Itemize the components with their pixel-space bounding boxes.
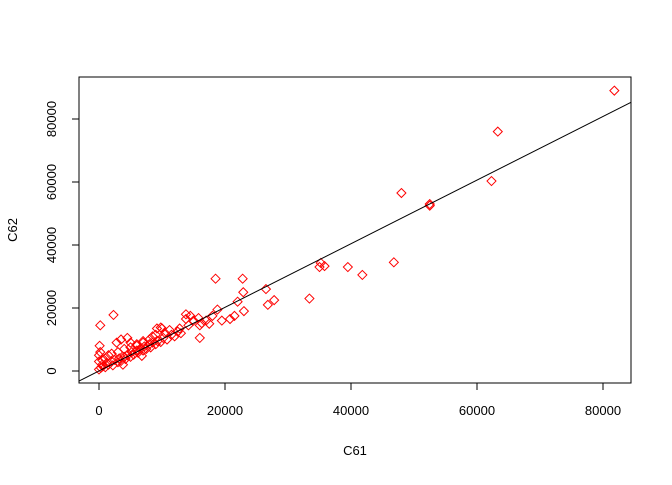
point bbox=[128, 349, 139, 360]
point bbox=[122, 332, 133, 344]
point bbox=[93, 356, 105, 367]
point bbox=[125, 342, 136, 353]
point bbox=[95, 346, 106, 358]
point bbox=[150, 339, 161, 350]
point bbox=[304, 293, 315, 304]
point bbox=[342, 261, 354, 273]
point bbox=[224, 313, 236, 325]
point bbox=[357, 269, 368, 281]
point bbox=[174, 323, 185, 334]
point bbox=[396, 187, 407, 199]
point bbox=[103, 350, 114, 361]
point bbox=[216, 315, 228, 326]
point bbox=[115, 355, 127, 367]
point bbox=[232, 296, 243, 307]
point bbox=[147, 331, 158, 342]
point bbox=[238, 287, 249, 298]
point bbox=[120, 353, 131, 365]
point bbox=[492, 126, 504, 137]
point bbox=[315, 257, 326, 269]
point bbox=[131, 339, 143, 350]
point bbox=[486, 175, 497, 187]
point bbox=[204, 318, 215, 329]
y-axis-label: C62 bbox=[5, 218, 20, 242]
point bbox=[237, 273, 248, 284]
point bbox=[125, 337, 136, 348]
point bbox=[137, 337, 149, 348]
point bbox=[115, 334, 127, 345]
reference-line bbox=[79, 101, 631, 382]
y-tick-label: 20000 bbox=[44, 290, 59, 326]
point bbox=[185, 310, 196, 322]
y-tick-label: 80000 bbox=[44, 101, 59, 137]
point bbox=[111, 337, 122, 348]
x-tick-label: 20000 bbox=[207, 403, 243, 418]
y-tick-label: 0 bbox=[44, 367, 59, 374]
x-tick-label: 60000 bbox=[459, 403, 495, 418]
point bbox=[210, 273, 221, 284]
point bbox=[151, 323, 163, 334]
point bbox=[238, 305, 250, 317]
y-tick-label: 40000 bbox=[44, 227, 59, 263]
point bbox=[262, 299, 274, 311]
point bbox=[609, 85, 620, 96]
point bbox=[93, 350, 105, 361]
point bbox=[212, 304, 223, 315]
x-axis-label: C61 bbox=[343, 443, 367, 458]
x-tick-label: 40000 bbox=[333, 403, 369, 418]
point bbox=[156, 323, 168, 334]
plot-frame bbox=[78, 76, 632, 384]
point bbox=[194, 320, 206, 331]
point bbox=[268, 294, 280, 306]
point bbox=[117, 359, 129, 370]
point bbox=[200, 315, 212, 326]
point bbox=[229, 310, 240, 322]
point bbox=[388, 257, 400, 268]
point bbox=[424, 200, 435, 211]
point bbox=[95, 320, 106, 331]
point bbox=[147, 337, 158, 348]
point bbox=[207, 310, 218, 322]
point bbox=[314, 261, 325, 273]
point bbox=[180, 313, 192, 325]
plot-area bbox=[79, 85, 631, 382]
point bbox=[94, 340, 105, 352]
point bbox=[106, 348, 117, 359]
y-tick-label: 60000 bbox=[44, 164, 59, 200]
x-tick-label: 80000 bbox=[585, 403, 621, 418]
point bbox=[194, 332, 206, 344]
point bbox=[118, 343, 130, 355]
point bbox=[260, 283, 272, 295]
point bbox=[136, 350, 148, 362]
point bbox=[108, 309, 119, 321]
x-tick-label: 0 bbox=[95, 403, 102, 418]
point bbox=[193, 312, 204, 324]
